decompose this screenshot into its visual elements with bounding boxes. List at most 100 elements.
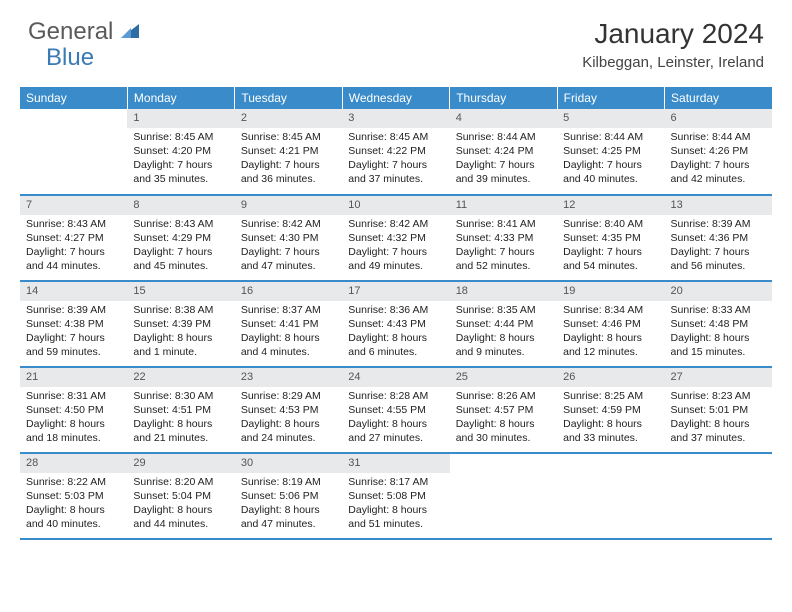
day-body: Sunrise: 8:44 AMSunset: 4:26 PMDaylight:… [665,128,772,191]
day-body: Sunrise: 8:31 AMSunset: 4:50 PMDaylight:… [20,387,127,450]
sunrise-line: Sunrise: 8:34 AM [563,303,658,317]
day-number: 12 [557,196,664,215]
day-number: 10 [342,196,449,215]
sunset-line: Sunset: 4:55 PM [348,403,443,417]
sunset-line: Sunset: 4:30 PM [241,231,336,245]
sunrise-line: Sunrise: 8:23 AM [671,389,766,403]
sunrise-line: Sunrise: 8:20 AM [133,475,228,489]
calendar-week-row: 28 Sunrise: 8:22 AMSunset: 5:03 PM Dayligh… [20,453,772,539]
sunrise-line: Sunrise: 8:45 AM [348,130,443,144]
calendar-day-cell: 22Sunrise: 8:30 AMSunset: 4:51 PMDayligh… [127,367,234,453]
sunrise-line: Sunrise: 8:39 AM [26,303,121,317]
sunset-line: Sunset: 5:06 PM [241,489,336,503]
day-body: Sunrise: 8:29 AMSunset: 4:53 PMDaylight:… [235,387,342,450]
calendar-day-cell [557,453,664,539]
sunrise-line: Sunrise: 8:22 AM [26,475,121,489]
day-number: 8 [127,196,234,215]
sunset-line: Sunset: 4:50 PM [26,403,121,417]
sunset-line: Sunset: 4:22 PM [348,144,443,158]
day-body: Sunrise: 8:39 AMSunset: 4:36 PMDaylight:… [665,215,772,278]
daylight-line: Daylight: 8 hours and 9 minutes. [456,331,551,359]
sunrise-line: Sunrise: 8:45 AM [133,130,228,144]
daylight-line: Daylight: 7 hours and 35 minutes. [133,158,228,186]
day-number: 2 [235,109,342,128]
calendar-week-row: 21Sunrise: 8:31 AMSunset: 4:50 PMDayligh… [20,367,772,453]
calendar-day-cell: 18Sunrise: 8:35 AMSunset: 4:44 PMDayligh… [450,281,557,367]
calendar-day-cell: 24Sunrise: 8:28 AMSunset: 4:55 PMDayligh… [342,367,449,453]
day-number: 14 [20,282,127,301]
day-body: Sunrise: 8:40 AMSunset: 4:35 PMDaylight:… [557,215,664,278]
calendar-week-row: 1Sunrise: 8:45 AMSunset: 4:20 PMDaylight… [20,109,772,195]
calendar-day-cell: 27Sunrise: 8:23 AMSunset: 5:01 PMDayligh… [665,367,772,453]
sunrise-line: Sunrise: 8:44 AM [671,130,766,144]
daylight-line: Daylight: 8 hours and 6 minutes. [348,331,443,359]
day-number: 1 [127,109,234,128]
day-body: Sunrise: 8:45 AMSunset: 4:21 PMDaylight:… [235,128,342,191]
calendar-day-cell: 2Sunrise: 8:45 AMSunset: 4:21 PMDaylight… [235,109,342,195]
calendar-day-cell: 23Sunrise: 8:29 AMSunset: 4:53 PMDayligh… [235,367,342,453]
sunrise-line: Sunrise: 8:26 AM [456,389,551,403]
daylight-line: Daylight: 8 hours and 21 minutes. [133,417,228,445]
logo-text-blue: Blue [46,44,94,71]
day-number: 25 [450,368,557,387]
day-number: 27 [665,368,772,387]
daylight-line: Daylight: 8 hours and 47 minutes. [241,503,336,531]
sunset-line: Sunset: 4:27 PM [26,231,121,245]
sunset-line: Sunset: 4:21 PM [241,144,336,158]
day-number: 26 [557,368,664,387]
calendar-day-cell: 12Sunrise: 8:40 AMSunset: 4:35 PMDayligh… [557,195,664,281]
calendar-head: SundayMondayTuesdayWednesdayThursdayFrid… [20,87,772,109]
sunrise-line: Sunrise: 8:31 AM [26,389,121,403]
sunrise-line: Sunrise: 8:17 AM [348,475,443,489]
day-number: 19 [557,282,664,301]
weekday-header: Saturday [665,87,772,109]
daylight-line: Daylight: 8 hours and 4 minutes. [241,331,336,359]
calendar-day-cell: 13Sunrise: 8:39 AMSunset: 4:36 PMDayligh… [665,195,772,281]
day-body: Sunrise: 8:23 AMSunset: 5:01 PMDaylight:… [665,387,772,450]
logo: General Blue [28,18,141,46]
calendar-day-cell: 17Sunrise: 8:36 AMSunset: 4:43 PMDayligh… [342,281,449,367]
calendar-day-cell: 28Sunrise: 8:22 AMSunset: 5:03 PMDayligh… [20,453,127,539]
day-number: 28 [20,454,127,473]
calendar-day-cell: 31Sunrise: 8:17 AMSunset: 5:08 PMDayligh… [342,453,449,539]
daylight-line: Daylight: 7 hours and 56 minutes. [671,245,766,273]
calendar-day-cell: 7Sunrise: 8:43 AMSunset: 4:27 PMDaylight… [20,195,127,281]
sunset-line: Sunset: 4:53 PM [241,403,336,417]
sunset-line: Sunset: 4:43 PM [348,317,443,331]
sunrise-line: Sunrise: 8:29 AM [241,389,336,403]
sunset-line: Sunset: 4:25 PM [563,144,658,158]
sunset-line: Sunset: 4:24 PM [456,144,551,158]
sunrise-line: Sunrise: 8:19 AM [241,475,336,489]
sunset-line: Sunset: 5:01 PM [671,403,766,417]
daylight-line: Daylight: 8 hours and 12 minutes. [563,331,658,359]
day-number: 15 [127,282,234,301]
daylight-line: Daylight: 8 hours and 51 minutes. [348,503,443,531]
day-number: 30 [235,454,342,473]
day-number: 9 [235,196,342,215]
calendar-day-cell: 6Sunrise: 8:44 AMSunset: 4:26 PMDaylight… [665,109,772,195]
day-body: Sunrise: 8:25 AMSunset: 4:59 PMDaylight:… [557,387,664,450]
day-number: 21 [20,368,127,387]
header: General Blue January 2024 Kilbeggan, Lei… [0,0,792,79]
day-number: 23 [235,368,342,387]
sunset-line: Sunset: 4:20 PM [133,144,228,158]
sunrise-line: Sunrise: 8:40 AM [563,217,658,231]
daylight-line: Daylight: 8 hours and 30 minutes. [456,417,551,445]
sunrise-line: Sunrise: 8:41 AM [456,217,551,231]
calendar-day-cell: 21Sunrise: 8:31 AMSunset: 4:50 PMDayligh… [20,367,127,453]
day-number: 17 [342,282,449,301]
sunset-line: Sunset: 4:36 PM [671,231,766,245]
day-body: Sunrise: 8:44 AMSunset: 4:25 PMDaylight:… [557,128,664,191]
day-number: 24 [342,368,449,387]
daylight-line: Daylight: 7 hours and 44 minutes. [26,245,121,273]
calendar-day-cell [450,453,557,539]
sunset-line: Sunset: 5:03 PM [26,489,121,503]
calendar-day-cell: 29Sunrise: 8:20 AMSunset: 5:04 PMDayligh… [127,453,234,539]
day-body: Sunrise: 8:39 AMSunset: 4:38 PMDaylight:… [20,301,127,364]
sunset-line: Sunset: 5:08 PM [348,489,443,503]
daylight-line: Daylight: 8 hours and 27 minutes. [348,417,443,445]
daylight-line: Daylight: 7 hours and 45 minutes. [133,245,228,273]
sunrise-line: Sunrise: 8:44 AM [563,130,658,144]
day-body: Sunrise: 8:30 AMSunset: 4:51 PMDaylight:… [127,387,234,450]
day-body: Sunrise: 8:42 AMSunset: 4:30 PMDaylight:… [235,215,342,278]
